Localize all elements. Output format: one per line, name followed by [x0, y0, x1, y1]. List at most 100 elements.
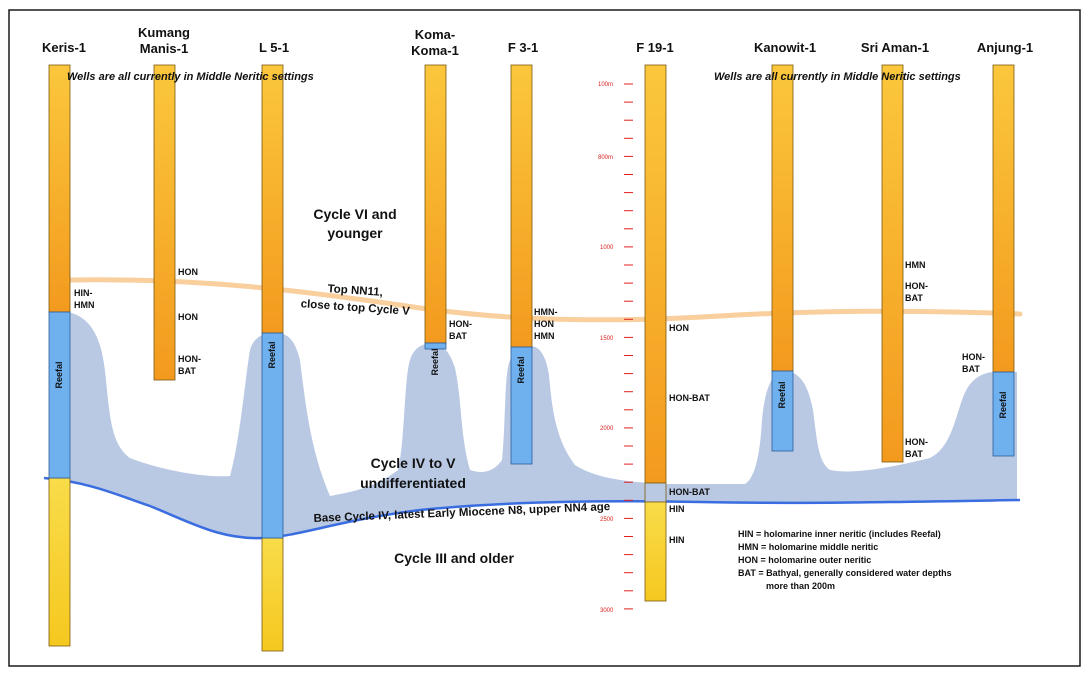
well-name-anjung-1: Anjung-1: [977, 40, 1033, 55]
annotation-f3-hmn-hon-hmn: HMN- HON HMN: [534, 307, 558, 341]
well-keris-1: Reefal: [48, 64, 71, 647]
well-name-kumang-manis-1-line2: Manis-1: [140, 41, 188, 56]
well-column-upper: [510, 64, 533, 348]
label-cycle-vi: Cycle VI and younger: [313, 206, 396, 241]
reefal-interval: [48, 311, 71, 479]
annotation-f19-hon: HON: [669, 323, 689, 333]
svg-text:HON-: HON-: [905, 437, 928, 447]
well-f19-1: [644, 64, 667, 602]
depth-label-2500: 2500: [600, 517, 614, 523]
depth-label-1000: 1000: [600, 245, 614, 251]
svg-text:HON: HON: [534, 319, 554, 329]
shaded-interval: [644, 482, 667, 503]
annotation-kumang-hon-2: HON: [178, 312, 198, 322]
svg-text:BAT: BAT: [178, 366, 196, 376]
reefal-label: Reefal: [998, 391, 1008, 418]
well-name-f3-1: F 3-1: [508, 40, 538, 55]
note-left: Wells are all currently in Middle Neriti…: [67, 71, 314, 83]
annotation-f19-hon-bat-1: HON-BAT: [669, 393, 710, 403]
svg-text:more than 200m: more than 200m: [766, 581, 835, 591]
well-column-upper: [644, 64, 667, 484]
well-column-lower: [48, 477, 71, 647]
svg-text:HMN: HMN: [74, 300, 95, 310]
reefal-interval: [510, 346, 533, 465]
reefal-label: Reefal: [516, 356, 526, 383]
annotation-f19-hon-bat-2: HON-BAT: [669, 487, 710, 497]
depth-label-2000: 2000: [600, 426, 614, 432]
reefal-label: Reefal: [267, 341, 277, 368]
svg-text:undifferentiated: undifferentiated: [360, 475, 466, 491]
svg-text:BAT: BAT: [905, 449, 923, 459]
annotation-anjung-hon-bat: HON- BAT: [962, 352, 985, 374]
svg-text:HMN = holomarine middle neriti: HMN = holomarine middle neritic: [738, 542, 878, 552]
well-anjung-1: Reefal: [992, 64, 1015, 457]
svg-text:BAT = Bathyal, generally consi: BAT = Bathyal, generally considered wate…: [738, 568, 952, 578]
svg-text:HON-: HON-: [449, 319, 472, 329]
svg-text:BAT: BAT: [962, 364, 980, 374]
svg-text:HON = holomarine outer neritic: HON = holomarine outer neritic: [738, 555, 871, 565]
well-name-l5-1: L 5-1: [259, 40, 289, 55]
depth-label-3000: 3000: [600, 608, 614, 614]
well-column-lower: [261, 537, 284, 652]
well-name-sri-aman-1: Sri Aman-1: [861, 40, 929, 55]
svg-text:HON-: HON-: [905, 281, 928, 291]
annotation-f19-hin-2: HIN: [669, 535, 685, 545]
reefal-interval: [992, 371, 1015, 457]
well-l5-1: Reefal: [261, 64, 284, 652]
annotation-kumang-hon-bat: HON- BAT: [178, 354, 201, 376]
reefal-interval: [424, 342, 447, 350]
well-kanowit-1: Reefal: [771, 64, 794, 452]
reefal-label: Reefal: [54, 361, 64, 388]
svg-text:Cycle IV to V: Cycle IV to V: [371, 455, 456, 471]
svg-text:Cycle VI and: Cycle VI and: [313, 206, 396, 222]
reefal-interval: [261, 332, 284, 539]
svg-text:HIN = holomarine inner neritic: HIN = holomarine inner neritic (includes…: [738, 529, 941, 539]
depth-label-800m: 800m: [598, 155, 613, 161]
well-column: [153, 64, 176, 381]
well-column-upper: [48, 64, 71, 313]
annotation-sri-aman-hmn: HMN: [905, 260, 926, 270]
well-column-upper: [992, 64, 1015, 373]
annotation-f19-hin-1: HIN: [669, 504, 685, 514]
annotation-keris-hin-hmn: HIN- HMN: [74, 288, 95, 310]
well-name-keris-1: Keris-1: [42, 40, 86, 55]
depth-scale: [624, 83, 633, 610]
svg-text:younger: younger: [327, 225, 383, 241]
well-name-koma-koma-1-line1: Koma-: [415, 27, 455, 42]
svg-text:HIN-: HIN-: [74, 288, 93, 298]
well-column-lower: [644, 501, 667, 602]
well-name-kumang-manis-1-line1: Kumang: [138, 25, 190, 40]
annotation-kumang-hon-1: HON: [178, 267, 198, 277]
svg-text:BAT: BAT: [905, 293, 923, 303]
well-kumang-manis-1: [153, 64, 176, 381]
well-name-f19-1: F 19-1: [636, 40, 674, 55]
label-cycle-iv-v: Cycle IV to V undifferentiated: [360, 455, 466, 491]
svg-text:Top NN11,: Top NN11,: [327, 283, 383, 299]
well-f3-1: Reefal: [510, 64, 533, 465]
well-sri-aman-1: [881, 64, 904, 463]
svg-text:HMN: HMN: [534, 331, 555, 341]
note-right: Wells are all currently in Middle Neriti…: [714, 71, 961, 83]
depth-label-1500: 1500: [600, 336, 614, 342]
well-koma-koma-1: Reefal: [424, 64, 447, 376]
reefal-label: Reefal: [777, 381, 787, 408]
well-name-kanowit-1: Kanowit-1: [754, 40, 816, 55]
well-column-upper: [261, 64, 284, 334]
abbreviation-legend: HIN = holomarine inner neritic (includes…: [738, 529, 952, 591]
well-column-upper: [771, 64, 794, 372]
svg-text:BAT: BAT: [449, 331, 467, 341]
cycle-iv-v-shaded-body: [49, 312, 1017, 539]
svg-text:HON-: HON-: [178, 354, 201, 364]
well-column: [881, 64, 904, 463]
reefal-label: Reefal: [430, 348, 440, 375]
svg-text:HMN-: HMN-: [534, 307, 558, 317]
depth-label-100m: 100m: [598, 82, 613, 88]
svg-text:HON-: HON-: [962, 352, 985, 362]
annotation-sri-aman-hon-bat-1: HON- BAT: [905, 281, 928, 303]
well-column-upper: [424, 64, 447, 344]
base-cycle-iv-line: [43, 476, 1021, 540]
top-nn11-line: [67, 277, 1023, 323]
well-name-koma-koma-1-line2: Koma-1: [411, 43, 459, 58]
reefal-interval: [771, 370, 794, 452]
